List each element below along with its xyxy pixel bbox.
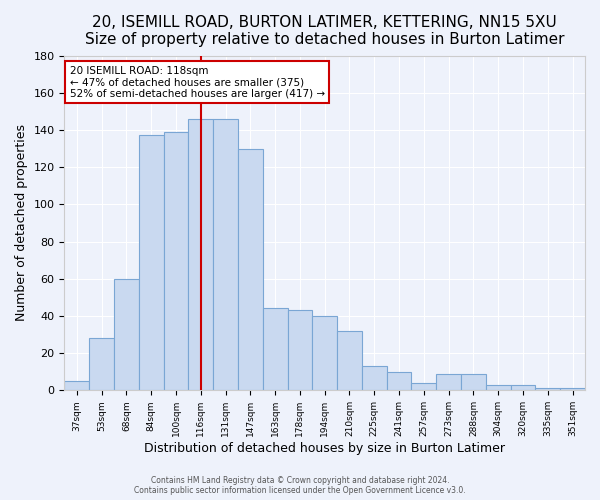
Bar (64, 381, 89, 390)
Bar (213, 119, 238, 390)
Bar (362, 366, 386, 390)
Title: 20, ISEMILL ROAD, BURTON LATIMER, KETTERING, NN15 5XU
Size of property relative : 20, ISEMILL ROAD, BURTON LATIMER, KETTER… (85, 15, 565, 48)
Bar (114, 278, 139, 390)
Bar (263, 308, 287, 390)
Bar (386, 372, 412, 390)
Bar (560, 388, 585, 390)
Bar (188, 119, 213, 390)
Text: Contains HM Land Registry data © Crown copyright and database right 2024.
Contai: Contains HM Land Registry data © Crown c… (134, 476, 466, 495)
Bar (486, 385, 511, 390)
Bar (412, 383, 436, 390)
Bar (511, 385, 535, 390)
Text: 20 ISEMILL ROAD: 118sqm
← 47% of detached houses are smaller (375)
52% of semi-d: 20 ISEMILL ROAD: 118sqm ← 47% of detache… (70, 66, 325, 99)
Bar (89, 338, 114, 390)
Bar (313, 316, 337, 390)
Y-axis label: Number of detached properties: Number of detached properties (15, 124, 28, 322)
Bar (337, 331, 362, 390)
X-axis label: Distribution of detached houses by size in Burton Latimer: Distribution of detached houses by size … (144, 442, 505, 455)
Bar (461, 374, 486, 390)
Bar (535, 388, 560, 390)
Bar (164, 132, 188, 390)
Bar (287, 310, 313, 390)
Bar (139, 136, 164, 390)
Bar (436, 374, 461, 390)
Bar (238, 148, 263, 390)
